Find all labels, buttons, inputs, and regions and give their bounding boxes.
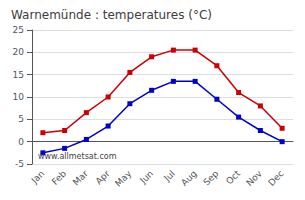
svg-text:Feb: Feb bbox=[50, 168, 69, 187]
svg-text:Jun: Jun bbox=[137, 168, 155, 186]
svg-text:Mar: Mar bbox=[71, 168, 90, 187]
svg-text:5: 5 bbox=[18, 114, 24, 124]
svg-text:Dec: Dec bbox=[266, 168, 285, 187]
svg-text:10: 10 bbox=[13, 92, 25, 102]
svg-text:Jan: Jan bbox=[29, 168, 47, 186]
svg-text:15: 15 bbox=[13, 70, 24, 80]
svg-text:Aug: Aug bbox=[179, 168, 198, 187]
svg-text:0: 0 bbox=[18, 137, 24, 147]
svg-text:Nov: Nov bbox=[244, 168, 264, 188]
svg-text:Apr: Apr bbox=[94, 168, 112, 186]
svg-text:Sep: Sep bbox=[201, 168, 220, 187]
svg-text:Warnemünde : temperatures (°C): Warnemünde : temperatures (°C) bbox=[11, 8, 212, 22]
svg-text:Jul: Jul bbox=[161, 168, 176, 183]
svg-text:www.allmetsat.com: www.allmetsat.com bbox=[38, 152, 117, 161]
svg-text:-5: -5 bbox=[15, 159, 24, 169]
svg-text:20: 20 bbox=[13, 47, 25, 57]
svg-text:May: May bbox=[113, 168, 134, 189]
svg-text:Oct: Oct bbox=[224, 168, 242, 186]
svg-text:25: 25 bbox=[13, 25, 24, 35]
